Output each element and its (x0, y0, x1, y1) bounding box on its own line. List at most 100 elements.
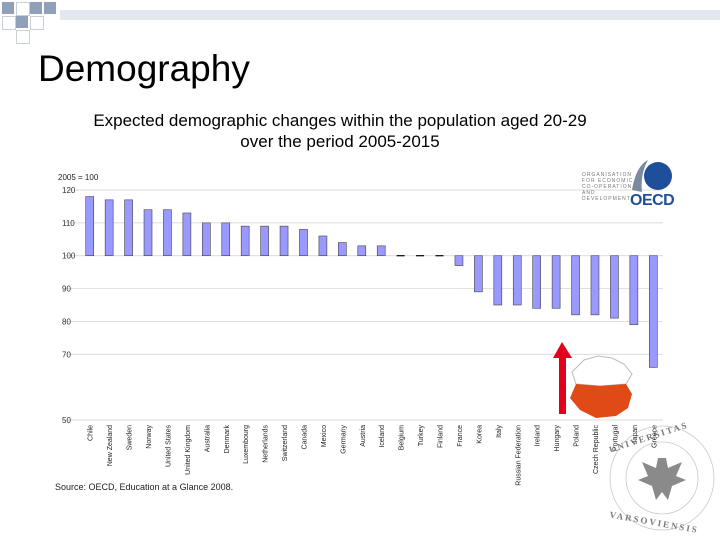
x-tick-label: Sweden (127, 425, 134, 450)
oecd-org-text: ORGANISATION FOR ECONOMIC CO-OPERATION A… (582, 172, 642, 202)
poland-map-white-part (571, 355, 633, 387)
x-tick-label: Japan (632, 425, 639, 444)
y-tick-labels: 50 70 80 90 100 110 120 (62, 186, 76, 425)
oecd-swoosh-icon (632, 160, 648, 192)
x-tick-label: Austria (360, 425, 367, 447)
oecd-globe-icon (644, 162, 672, 190)
red-up-arrow (553, 342, 572, 414)
poland-map-red-part (570, 384, 632, 418)
chart-heading-line1: Expected demographic changes within the … (93, 111, 587, 130)
oecd-line: AND DEVELOPMENT (582, 190, 631, 202)
deco-square (60, 10, 720, 20)
bar-canada (299, 229, 308, 257)
x-tick-labels: Chile New Zealand Sweden Norway United State… (88, 425, 659, 486)
x-tick-label: Canada (301, 425, 308, 450)
bar-poland (571, 255, 580, 316)
x-tick-label: Korea (476, 425, 483, 444)
bar-germany (338, 242, 347, 257)
y-tick-label: 100 (62, 252, 76, 261)
source-note: Source: OECD, Education at a Glance 2008… (55, 482, 234, 492)
x-tick-label: France (457, 425, 464, 447)
bar-czech-republic (590, 255, 600, 316)
bar-united-states (163, 209, 172, 257)
university-seal: UNIVERSITAS VARSOVIENSIS (608, 420, 715, 535)
x-tick-label: United States (165, 425, 172, 468)
chart-unit-label: 2005 = 100 (58, 173, 99, 182)
oecd-wordmark: OECD (630, 192, 675, 209)
bar-france (454, 255, 464, 266)
x-tick-label: Netherlands (263, 425, 270, 463)
decorative-squares (0, 0, 720, 44)
y-tick-label: 110 (62, 219, 75, 228)
deco-square (16, 2, 30, 16)
y-tick-label: 90 (62, 285, 71, 294)
x-tick-label: Chile (88, 425, 95, 441)
deco-square (2, 16, 16, 30)
x-tick-label: Russian Federation (515, 425, 522, 486)
bar-greece (648, 255, 658, 368)
x-tick-label: Portugal (612, 425, 619, 452)
slide-title: Demography (38, 48, 250, 89)
deco-square (30, 16, 44, 30)
x-tick-label: Ireland (535, 425, 542, 447)
chart-heading: Expected demographic changes within the … (40, 110, 640, 152)
bar-korea (474, 255, 483, 293)
bar-netherlands (260, 225, 269, 257)
y-tick-label: 80 (62, 317, 71, 326)
bar-norway (143, 209, 153, 257)
eagle-emblem-icon (638, 458, 686, 500)
x-tick-label: Denmark (224, 425, 231, 454)
x-tick-label: Mexico (321, 425, 328, 447)
bar-austria (357, 245, 367, 257)
x-tick-label: Luxembourg (243, 425, 250, 464)
bar-hungary (551, 255, 561, 309)
x-tick-label: Greece (651, 425, 658, 448)
y-tick-label: 120 (62, 186, 76, 195)
bar-mexico (318, 235, 328, 257)
bar-japan (629, 255, 639, 326)
bar-united-kingdom (182, 212, 192, 257)
y-tick-label: 70 (62, 350, 71, 359)
bar-sweden (124, 199, 133, 257)
bar-russian-federation (512, 255, 522, 306)
x-tick-label: Turkey (418, 425, 425, 447)
bars-layer (85, 196, 658, 368)
bar-italy (493, 255, 503, 306)
x-tick-label: Switzerland (282, 425, 289, 461)
x-tick-label: Poland (574, 425, 581, 447)
x-tick-label: Italy (496, 425, 503, 438)
x-tick-label: Norway (146, 425, 153, 449)
oecd-line: FOR ECONOMIC (582, 178, 634, 184)
x-tick-label: Finland (438, 425, 445, 448)
deco-square (16, 30, 30, 44)
oecd-line: CO-OPERATION (582, 184, 633, 190)
x-tick-label: New Zealand (107, 425, 114, 466)
bar-australia (202, 222, 211, 257)
deco-square (2, 2, 14, 14)
bar-chile (85, 196, 95, 257)
bar-portugal (610, 255, 619, 319)
bar-denmark (221, 222, 231, 257)
bar-ireland (532, 255, 541, 309)
arrow-shaft (559, 356, 566, 414)
deco-square (16, 16, 28, 28)
x-tick-label: Hungary (554, 425, 561, 452)
bar-new-zealand (104, 199, 114, 257)
chart-heading-line2: over the period 2005-2015 (240, 132, 440, 151)
x-tick-label: Czech Republic (593, 425, 600, 475)
x-tick-label: Belgium (399, 425, 406, 450)
x-tick-label: Australia (204, 425, 211, 452)
deco-square (30, 2, 42, 14)
bar-switzerland (279, 225, 289, 257)
bar-iceland (376, 245, 386, 257)
y-tick-label: 50 (62, 416, 71, 425)
bar-luxembourg (240, 225, 250, 257)
x-tick-label: Germany (340, 425, 347, 454)
x-tick-label: United Kingdom (185, 425, 192, 475)
oecd-line: ORGANISATION (582, 172, 632, 178)
poland-flag-map (570, 355, 633, 418)
x-tick-label: Iceland (379, 425, 386, 448)
seal-text-top: UNIVERSITAS (608, 420, 690, 455)
arrow-head (553, 342, 572, 358)
